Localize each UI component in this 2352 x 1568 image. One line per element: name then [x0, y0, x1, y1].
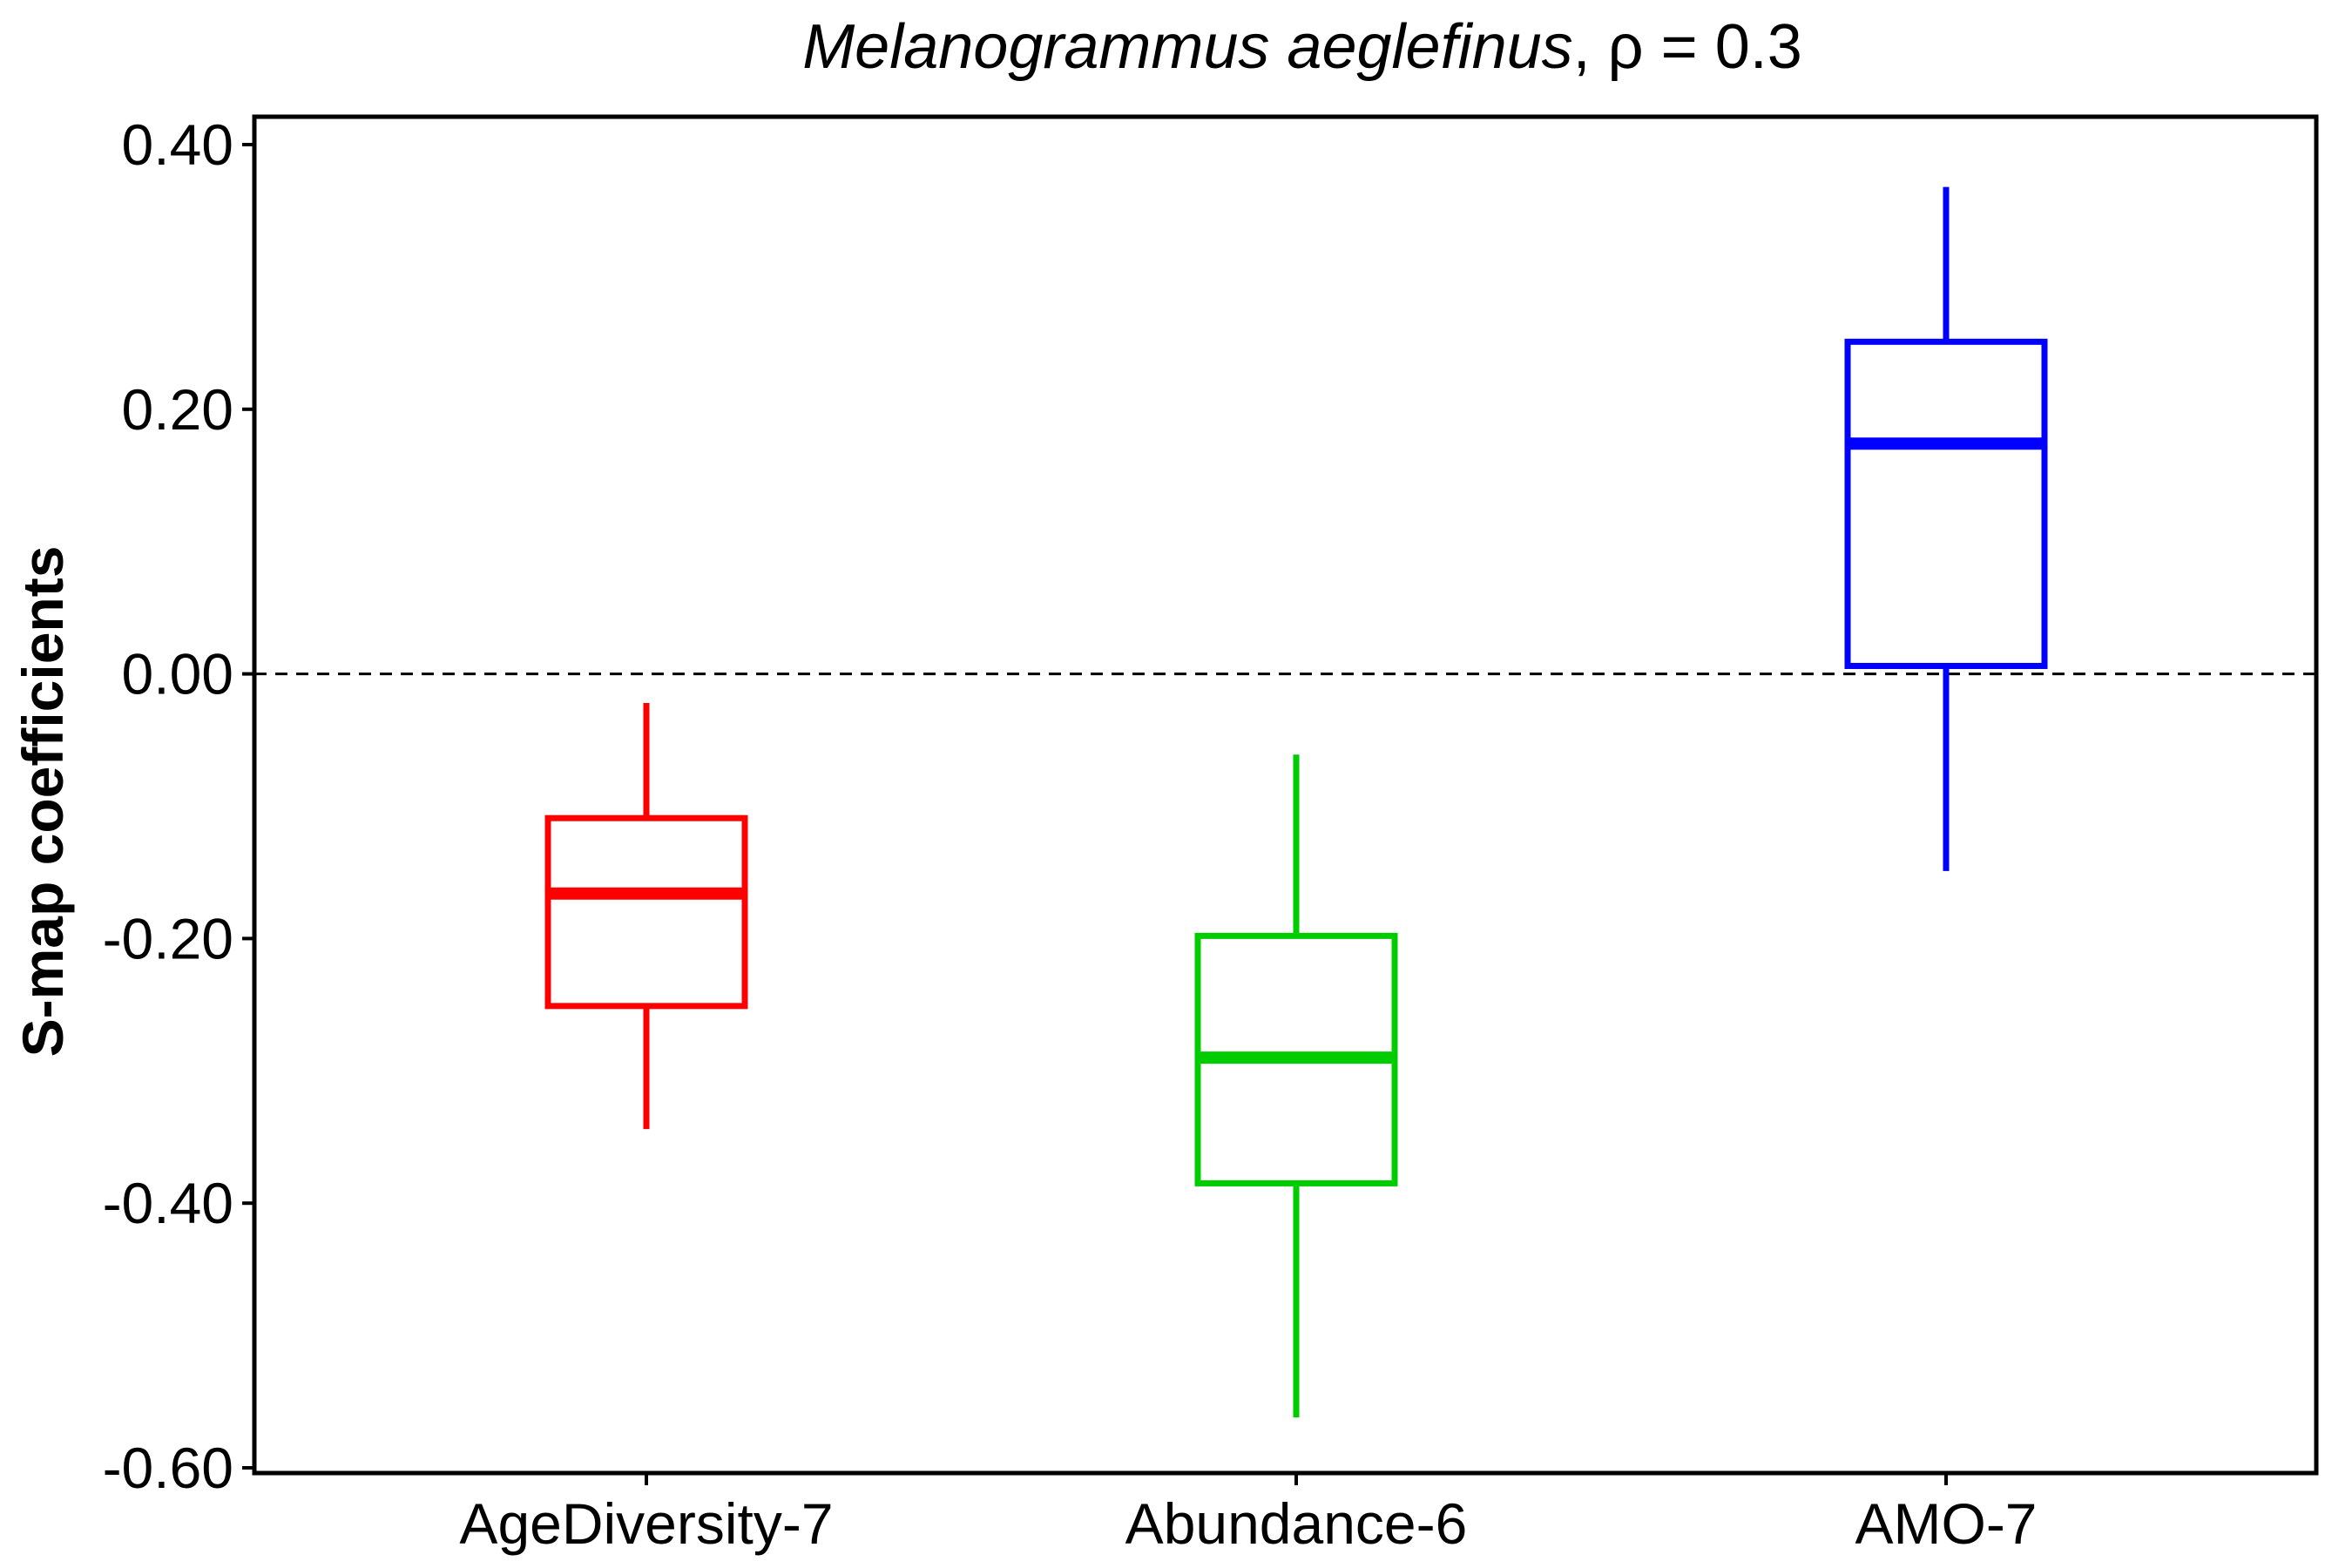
x-tick-label: Abundance-6: [1125, 1491, 1468, 1556]
chart-title: Melanogrammus aeglefinus, ρ = 0.3: [802, 12, 1802, 82]
y-axis-label: S-map coefficients: [10, 546, 75, 1058]
chart-title-species: Melanogrammus aeglefinus: [802, 12, 1572, 82]
plot-frame: [252, 114, 2319, 1476]
box-group-abundance-6: [1194, 754, 1398, 1418]
box-group-agediversity-7: [544, 703, 748, 1130]
x-tick-label: AgeDiversity-7: [459, 1491, 833, 1556]
y-tick-label: 0.20: [122, 377, 233, 442]
iqr-box: [544, 814, 748, 1010]
x-tick-label: AMO-7: [1855, 1491, 2037, 1556]
y-tick-label: -0.60: [103, 1436, 233, 1500]
box-group-amo-7: [1844, 186, 2048, 871]
chart-title-suffix: , ρ = 0.3: [1573, 12, 1802, 82]
y-tick-label: 0.00: [122, 642, 233, 706]
y-tick-label: -0.40: [103, 1171, 233, 1235]
plot-area: -0.60 -0.40 -0.20 0.00 0.20 0.40 AgeDiversity-…: [103, 112, 2316, 1556]
y-tick-label: 0.40: [122, 112, 233, 177]
iqr-box: [1844, 338, 2048, 669]
y-tick-label: -0.20: [103, 906, 233, 970]
